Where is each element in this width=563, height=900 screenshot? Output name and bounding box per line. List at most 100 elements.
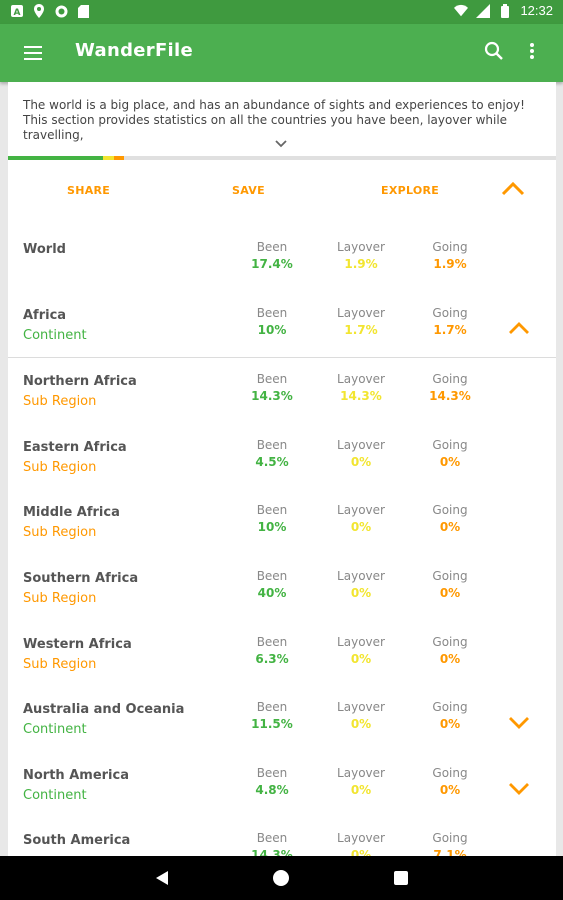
going-stat: Going 0% xyxy=(410,503,490,534)
been-label: Been xyxy=(256,372,288,387)
been-value: 14.3% xyxy=(251,848,293,856)
layover-label: Layover xyxy=(337,700,385,715)
layover-stat: Layover 0% xyxy=(321,503,401,534)
going-value: 1.9% xyxy=(433,257,467,271)
been-label: Been xyxy=(256,831,288,846)
region-type: Sub Region xyxy=(23,656,97,672)
going-label: Going xyxy=(432,305,468,320)
layover-value: 0% xyxy=(350,848,372,856)
region-type: Sub Region xyxy=(23,590,97,606)
going-value: 0% xyxy=(439,520,461,535)
navigation-bar xyxy=(0,856,563,900)
statistics-panel: The world is a big place, and has an abu… xyxy=(8,82,556,856)
hamburger-menu-icon[interactable] xyxy=(18,38,48,68)
going-stat: Going 0% xyxy=(410,700,490,731)
been-value: 17.4% xyxy=(251,257,293,271)
been-value: 40% xyxy=(257,585,287,600)
going-value: 1.7% xyxy=(433,322,467,337)
stats-row[interactable]: Middle Africa Sub Region Been 10% Layover 0% G… xyxy=(8,489,556,555)
stats-row[interactable]: Northern Africa Sub Region Been 14.3% Layove… xyxy=(8,358,556,424)
layover-label: Layover xyxy=(337,372,385,387)
back-triangle-icon[interactable] xyxy=(154,870,170,886)
chevron-down-icon[interactable] xyxy=(508,780,530,795)
going-value: 0% xyxy=(439,585,461,600)
going-label: Going xyxy=(432,831,468,846)
recents-square-icon[interactable] xyxy=(394,871,408,885)
save-button[interactable]: SAVE xyxy=(232,184,265,197)
layover-value: 14.3% xyxy=(340,389,382,404)
layover-stat: Layover 0% xyxy=(321,635,401,666)
region-type: Continent xyxy=(23,722,87,738)
region-name: Africa xyxy=(23,307,67,323)
progress-going-segment xyxy=(113,156,125,160)
search-icon[interactable] xyxy=(483,40,507,64)
stats-row[interactable]: Australia and Oceania Continent Been 11.5% L… xyxy=(8,686,556,752)
home-circle-icon[interactable] xyxy=(273,870,289,886)
going-value: 0% xyxy=(439,717,461,732)
collapse-icon[interactable] xyxy=(500,180,526,198)
layover-stat: Layover 0% xyxy=(321,700,401,731)
been-label: Been xyxy=(256,765,288,780)
chevron-down-icon[interactable] xyxy=(274,134,288,148)
going-label: Going xyxy=(432,765,468,780)
been-label: Been xyxy=(256,700,288,715)
stats-row[interactable]: World Been 17.4% Layover 1.9% Going 1.9% xyxy=(8,226,556,292)
stats-row[interactable]: Eastern Africa Sub Region Been 4.5% Layover 0… xyxy=(8,424,556,490)
been-stat: Been 4.8% xyxy=(232,766,312,797)
layover-stat: Layover 0% xyxy=(321,766,401,797)
battery-icon xyxy=(498,3,512,18)
been-value: 4.5% xyxy=(255,454,289,469)
stats-row[interactable]: Southern Africa Sub Region Been 40% Layover 0… xyxy=(8,555,556,621)
region-name: World xyxy=(23,242,66,257)
layover-value: 0% xyxy=(350,651,372,666)
region-name: Eastern Africa xyxy=(23,439,127,455)
layover-stat: Layover 1.9% xyxy=(321,240,401,271)
region-name: South America xyxy=(23,833,131,849)
going-label: Going xyxy=(432,503,468,518)
been-stat: Been 10% xyxy=(232,306,312,337)
going-value: 0% xyxy=(439,782,461,797)
going-value: 0% xyxy=(439,651,461,666)
chevron-down-icon[interactable] xyxy=(508,714,530,730)
going-label: Going xyxy=(432,372,468,387)
going-stat: Going 0% xyxy=(410,635,490,666)
been-label: Been xyxy=(256,634,288,649)
stats-row[interactable]: North America Continent Been 4.8% Layover 0% G… xyxy=(8,752,556,818)
layover-label: Layover xyxy=(337,437,385,452)
been-stat: Been 14.3% xyxy=(232,831,312,856)
layover-value: 1.7% xyxy=(344,322,378,337)
stats-row[interactable]: Africa Continent Been 10% Layover 1.7% Going 1.… xyxy=(8,292,556,358)
layover-value: 0% xyxy=(350,454,372,469)
layover-stat: Layover 0% xyxy=(321,831,401,856)
been-label: Been xyxy=(256,305,288,320)
been-stat: Been 40% xyxy=(232,569,312,600)
wifi-icon xyxy=(454,4,469,18)
been-value: 6.3% xyxy=(255,651,289,666)
layover-stat: Layover 0% xyxy=(321,569,401,600)
stats-row[interactable]: Western Africa Sub Region Been 6.3% Layover 0… xyxy=(8,621,556,687)
explore-button[interactable]: EXPLORE xyxy=(381,184,440,197)
layover-label: Layover xyxy=(337,634,385,649)
going-value: 7.1% xyxy=(433,848,467,856)
layover-label: Layover xyxy=(337,765,385,780)
been-stat: Been 14.3% xyxy=(232,372,312,403)
layover-value: 0% xyxy=(350,520,372,535)
been-value: 4.8% xyxy=(255,782,289,797)
layover-label: Layover xyxy=(337,831,385,846)
been-label: Been xyxy=(256,568,288,583)
region-type: Continent xyxy=(23,787,87,803)
going-label: Going xyxy=(432,437,468,452)
intro-text: The world is a big place, and has an abu… xyxy=(23,98,525,142)
stats-row[interactable]: South America Been 14.3% Layover 0% Going 7.1% xyxy=(8,817,556,856)
chevron-up-icon[interactable] xyxy=(508,320,530,334)
signal-icon xyxy=(476,3,491,18)
layover-value: 0% xyxy=(350,717,372,732)
going-stat: Going 0% xyxy=(410,438,490,469)
more-vert-icon[interactable] xyxy=(521,40,545,64)
been-stat: Been 10% xyxy=(232,503,312,534)
share-button[interactable]: SHARE xyxy=(67,184,111,197)
svg-text:A: A xyxy=(14,8,21,17)
layover-label: Layover xyxy=(337,305,385,320)
layover-label: Layover xyxy=(337,503,385,518)
section-divider xyxy=(8,357,556,359)
